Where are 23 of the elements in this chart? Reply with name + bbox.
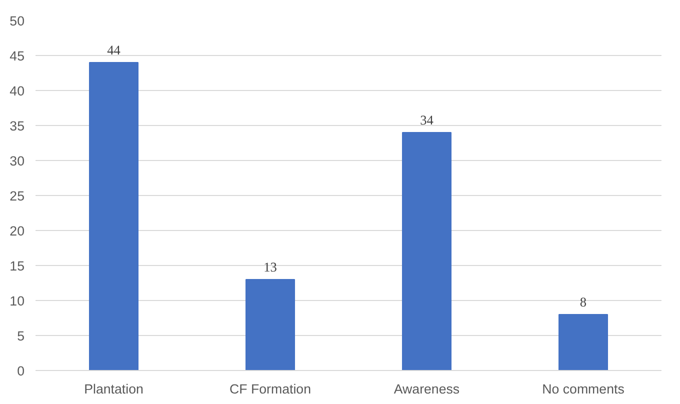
data-label: 44 [107, 42, 121, 58]
data-label: 34 [420, 112, 434, 128]
bar [88, 62, 139, 370]
bar [402, 132, 452, 370]
y-tick-label: 15 [10, 258, 25, 274]
data-label: 13 [264, 260, 278, 274]
bar [558, 314, 608, 370]
bar [245, 279, 296, 370]
x-tick-label: Awareness [394, 382, 460, 396]
x-tick-label: No comments [542, 382, 625, 396]
x-tick-label: CF Formation [230, 382, 311, 396]
y-tick-label: 25 [10, 188, 25, 204]
y-tick-label: 45 [10, 48, 25, 64]
y-tick-label: 0 [17, 364, 25, 378]
y-tick-label: 30 [10, 154, 25, 168]
x-tick-label: Plantation [84, 382, 144, 396]
y-tick-label: 35 [10, 118, 25, 134]
y-tick-label: 20 [10, 224, 25, 238]
data-label: 8 [580, 294, 587, 310]
y-tick-label: 50 [10, 14, 25, 28]
y-tick-label: 40 [10, 84, 25, 98]
y-tick-label: 5 [17, 328, 25, 344]
y-tick-label: 10 [10, 294, 25, 308]
